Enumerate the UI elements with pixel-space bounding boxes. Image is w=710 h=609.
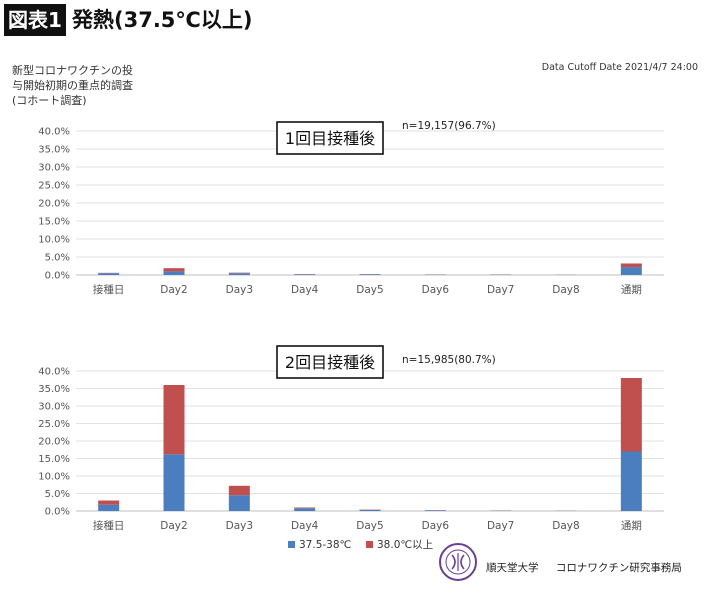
y-tick-label: 15.0%: [38, 454, 70, 465]
y-tick-label: 5.0%: [45, 489, 70, 500]
x-tick-label: Day2: [160, 520, 187, 532]
y-tick-label: 20.0%: [38, 199, 70, 210]
footer-organization: 順天堂大学 コロナワクチン研究事務局: [486, 560, 696, 575]
y-tick-label: 25.0%: [38, 419, 70, 430]
legend-swatch: [288, 541, 295, 548]
bar-segment-38-plus: [228, 485, 250, 496]
chart-title: 1回目接種後: [285, 129, 375, 148]
bar-segment-37-38: [228, 495, 250, 511]
x-tick-label: Day5: [356, 284, 383, 296]
bar-segment-37-38: [163, 271, 185, 275]
x-tick-label: Day6: [422, 284, 450, 296]
x-tick-label: Day7: [487, 520, 514, 532]
bar-segment-37-38: [359, 274, 381, 275]
y-tick-label: 30.0%: [38, 163, 70, 174]
bar-segment-38-plus: [294, 507, 316, 509]
bar-segment-37-38: [228, 273, 250, 275]
y-tick-label: 15.0%: [38, 217, 70, 228]
chart-title-box: [276, 121, 384, 155]
bar-segment-37-38: [424, 510, 446, 511]
bar-segment-38-plus: [228, 272, 250, 274]
bar-segment-37-38: [294, 274, 316, 275]
footer-org-university: 順天堂大学: [486, 562, 539, 574]
study-line: 新型コロナワクチンの投: [12, 64, 133, 77]
data-cutoff-date: Data Cutoff Date 2021/4/7 24:00: [541, 62, 698, 73]
chart-title-box: [276, 345, 384, 379]
x-tick-label: Day4: [291, 520, 319, 532]
sample-size-annotation: n=19,157(96.7%): [402, 120, 496, 132]
study-line: 与開始初期の重点的調査: [12, 79, 133, 92]
bar-segment-37-38: [98, 273, 120, 275]
x-tick-label: Day2: [160, 284, 187, 296]
bar-segment-37-38: [620, 451, 642, 511]
y-tick-label: 40.0%: [38, 127, 70, 138]
bar-segment-38-plus: [163, 385, 185, 455]
x-tick-label: Day3: [226, 284, 253, 296]
x-tick-label: Day8: [552, 284, 579, 296]
y-tick-label: 5.0%: [45, 253, 70, 264]
bar-segment-38-plus: [620, 263, 642, 268]
legend-swatch: [366, 541, 373, 548]
juntendo-seal-icon: [439, 543, 477, 581]
sample-size-annotation: n=15,985(80.7%): [402, 354, 496, 366]
y-tick-label: 10.0%: [38, 235, 70, 246]
x-tick-label: Day3: [226, 520, 253, 532]
bar-segment-37-38: [359, 509, 381, 511]
y-tick-label: 0.0%: [45, 271, 70, 282]
figure-badge: 図表1: [4, 4, 66, 36]
y-tick-label: 10.0%: [38, 472, 70, 483]
footer-org-office: コロナワクチン研究事務局: [555, 562, 682, 574]
y-tick-label: 25.0%: [38, 181, 70, 192]
y-tick-label: 20.0%: [38, 437, 70, 448]
x-tick-label: 接種日: [93, 519, 125, 532]
bar-segment-38-plus: [163, 268, 185, 272]
y-tick-label: 0.0%: [45, 507, 70, 518]
study-description: 新型コロナワクチンの投 与開始初期の重点的調査 (コホート調査): [12, 63, 162, 108]
bar-segment-38-plus: [620, 378, 642, 452]
bar-segment-37-38: [163, 454, 185, 511]
x-tick-label: Day7: [487, 284, 514, 296]
legend-label: 38.0℃以上: [377, 539, 433, 551]
y-tick-label: 35.0%: [38, 145, 70, 156]
x-tick-label: Day4: [291, 284, 319, 296]
y-tick-label: 35.0%: [38, 384, 70, 395]
x-tick-label: Day8: [552, 520, 579, 532]
y-tick-label: 40.0%: [38, 367, 70, 378]
figure-title: 発熱(37.5℃以上): [72, 8, 253, 32]
x-tick-label: Day6: [422, 520, 450, 532]
bar-segment-38-plus: [98, 500, 120, 505]
chart-title: 2回目接種後: [285, 353, 375, 372]
bar-segment-37-38: [294, 508, 316, 511]
bar-segment-37-38: [620, 267, 642, 275]
x-tick-label: 接種日: [93, 283, 125, 296]
bar-segment-37-38: [98, 504, 120, 511]
study-line: (コホート調査): [12, 94, 87, 107]
x-tick-label: 通期: [621, 284, 642, 296]
x-tick-label: Day5: [356, 520, 383, 532]
legend-label: 37.5-38℃: [299, 539, 351, 551]
x-tick-label: 通期: [621, 520, 642, 532]
y-tick-label: 30.0%: [38, 402, 70, 413]
